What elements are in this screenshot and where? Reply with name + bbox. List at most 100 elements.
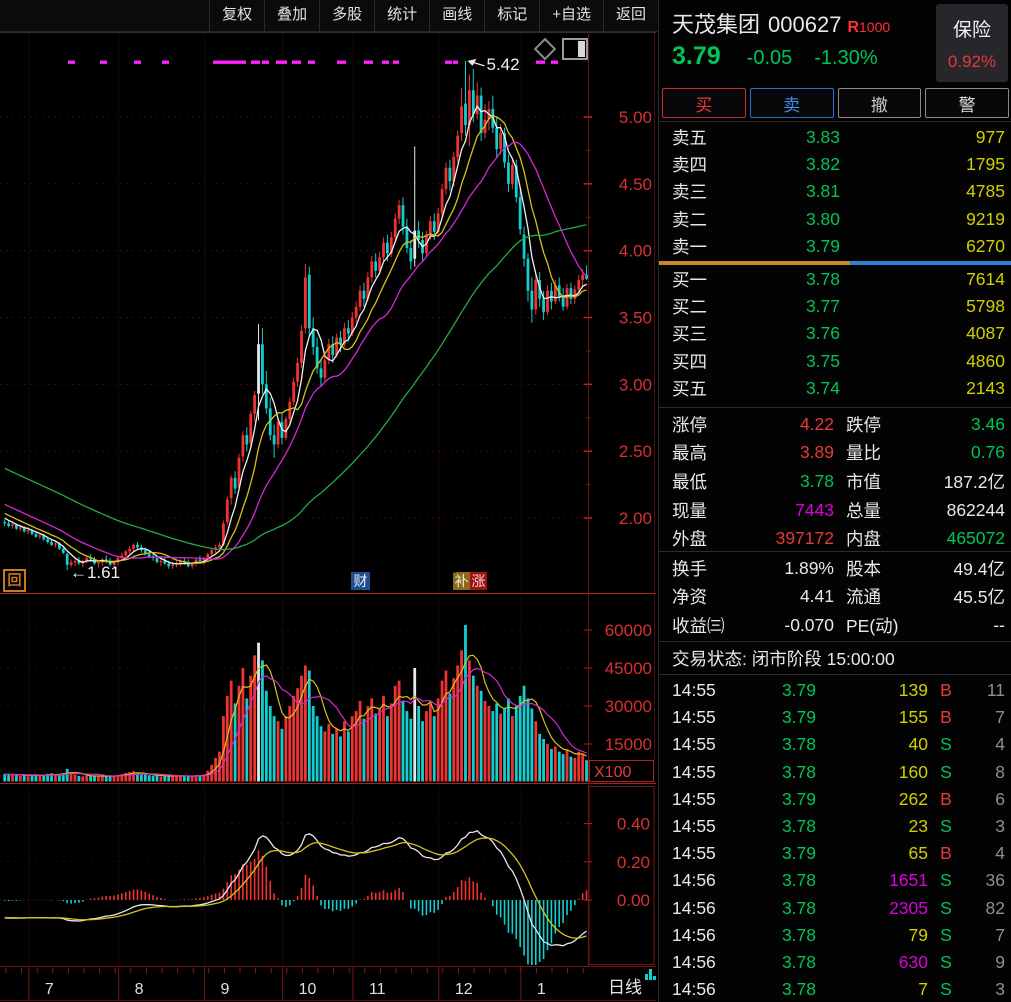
level-qty: 9219 <box>966 208 1005 229</box>
bid-row[interactable]: 买三 3.76 4087 <box>659 320 1011 347</box>
tick-count: 3 <box>995 816 1005 837</box>
level-qty: 977 <box>975 127 1005 148</box>
tick-count: 9 <box>995 951 1005 972</box>
ask-row[interactable]: 卖一 3.79 6270 <box>659 233 1011 260</box>
tick-side: S <box>940 816 952 837</box>
toolbar-button-标记[interactable]: 标记 <box>484 0 539 31</box>
tick-row: 14:55 3.78 23 S 3 <box>659 813 1011 840</box>
sector-change: 0.92% <box>947 51 997 71</box>
bid-row[interactable]: 买二 3.77 5798 <box>659 293 1011 320</box>
panel-layout-icon[interactable] <box>562 38 588 60</box>
stat-label: 总量 <box>846 500 881 521</box>
volume-tick-label: 30000 <box>605 697 652 716</box>
mini-volume-icon <box>645 974 648 980</box>
stats-grid-2: 换手 1.89% 股本 49.4亿 净资 4.41 流通 45.5亿 收益㈢ -0.070 PE(动… <box>659 554 1011 640</box>
level-price: 3.76 <box>805 323 840 344</box>
tick-price: 3.78 <box>781 897 816 918</box>
stat-value: 4.41 <box>799 586 834 607</box>
low-annotation: ←1.61 <box>70 563 120 582</box>
tick-volume: 23 <box>908 816 928 837</box>
x-axis: 7 8 9 10 11 12 1 日线 <box>5 33 656 1001</box>
tick-price: 3.78 <box>781 951 816 972</box>
level-price: 3.77 <box>805 296 840 317</box>
trade-buttons: 买卖撤警 <box>659 88 1011 118</box>
bid-row[interactable]: 买四 3.75 4860 <box>659 348 1011 375</box>
tick-side: B <box>940 843 952 864</box>
stat-row: 净资 4.41 流通 45.5亿 <box>659 583 1011 612</box>
toolbar-button-复权[interactable]: 复权 <box>209 0 264 31</box>
trade-button-卖[interactable]: 卖 <box>749 88 834 118</box>
stats-grid: 涨停 4.22 跌停 3.46 最高 3.89 量比 0.76 最低 3.78 市值 187.2亿 现量… <box>659 410 1011 553</box>
tick-volume: 630 <box>898 951 928 972</box>
toolbar-button-统计[interactable]: 统计 <box>374 0 429 31</box>
stat-value: 7443 <box>795 499 834 520</box>
level-label: 卖二 <box>672 209 707 230</box>
ask-row[interactable]: 卖二 3.80 9219 <box>659 206 1011 233</box>
trade-button-撤[interactable]: 撤 <box>837 88 922 118</box>
high-annotation: 5.42 <box>486 55 519 74</box>
tick-side: S <box>940 951 952 972</box>
ask-row[interactable]: 卖四 3.82 1795 <box>659 151 1011 178</box>
period-label[interactable]: 日线 <box>608 978 642 997</box>
tick-price: 3.79 <box>781 680 816 701</box>
panel-layout-fill <box>578 41 585 57</box>
sector-box[interactable]: 保险 0.92% <box>936 4 1008 82</box>
level-price: 3.82 <box>805 154 840 175</box>
toolbar-button-叠加[interactable]: 叠加 <box>264 0 319 31</box>
x-axis-label: 11 <box>369 981 386 998</box>
ask-row[interactable]: 卖三 3.81 4785 <box>659 178 1011 205</box>
stat-label: 量比 <box>846 443 881 464</box>
stat-value: 45.5亿 <box>953 587 1005 608</box>
bid-row[interactable]: 买五 3.74 2143 <box>659 375 1011 402</box>
stat-value: -0.070 <box>784 614 834 635</box>
tick-list: 14:55 3.79 139 B 11 14:55 3.79 155 B 7 14:55 3.78 40… <box>659 677 1011 1002</box>
trade-button-买[interactable]: 买 <box>662 88 746 118</box>
x-axis-label: 9 <box>221 981 230 998</box>
finance-badge[interactable]: 财 <box>351 572 370 590</box>
tick-row: 14:56 3.78 79 S 7 <box>659 922 1011 949</box>
toolbar-button-+自选[interactable]: +自选 <box>539 0 603 31</box>
tick-volume: 139 <box>898 680 928 701</box>
tick-row: 14:55 3.79 65 B 4 <box>659 840 1011 867</box>
volume-unit-box <box>589 760 654 782</box>
stat-label: 股本 <box>846 558 881 579</box>
tick-side: B <box>940 707 952 728</box>
tick-row: 14:55 3.78 40 S 4 <box>659 731 1011 758</box>
x-axis-label: 10 <box>299 981 317 998</box>
kline-chart[interactable]: 7 8 9 10 11 12 1 日线 5.00 4.50 4.00 3.50 3.00 2.50 2.00… <box>0 0 658 1002</box>
stat-row: 换手 1.89% 股本 49.4亿 <box>659 554 1011 583</box>
stat-row: 现量 7443 总量 862244 <box>659 496 1011 525</box>
chart-area[interactable]: 7 8 9 10 11 12 1 日线 5.00 4.50 4.00 3.50 3.00 2.50 2.00… <box>0 0 658 1002</box>
price-tick-label: 4.00 <box>619 242 652 261</box>
tick-volume: 7 <box>918 979 928 1000</box>
toolbar-button-返回[interactable]: 返回 <box>602 0 658 31</box>
ask-row[interactable]: 卖五 3.83 977 <box>659 124 1011 151</box>
stat-row: 最低 3.78 市值 187.2亿 <box>659 467 1011 496</box>
toolbar-button-多股[interactable]: 多股 <box>319 0 374 31</box>
ma-line-5 <box>4 105 587 565</box>
tick-time: 14:56 <box>672 870 716 891</box>
tick-time: 14:56 <box>672 897 716 918</box>
level-label: 卖五 <box>672 128 707 149</box>
tick-count: 6 <box>995 788 1005 809</box>
level-price: 3.83 <box>805 127 840 148</box>
corner-badge[interactable]: 回 <box>3 569 26 592</box>
catchup-rally-badge[interactable]: 补 涨 <box>453 572 487 590</box>
level-price: 3.80 <box>805 208 840 229</box>
tick-time: 14:55 <box>672 816 716 837</box>
tick-time: 14:55 <box>672 707 716 728</box>
tick-count: 82 <box>985 897 1005 918</box>
tick-side: S <box>940 870 952 891</box>
tick-row: 14:55 3.79 155 B 7 <box>659 704 1011 731</box>
tick-volume: 1651 <box>889 870 928 891</box>
tick-price: 3.78 <box>781 870 816 891</box>
volume-tick-label: 15000 <box>605 735 652 754</box>
tick-price: 3.79 <box>781 788 816 809</box>
price-tick-label: 3.00 <box>619 375 652 394</box>
level-label: 卖三 <box>672 182 707 203</box>
margin-index-tag: R1000 <box>847 19 891 36</box>
bid-row[interactable]: 买一 3.78 7614 <box>659 266 1011 293</box>
trade-button-警[interactable]: 警 <box>925 88 1009 118</box>
toolbar-button-画线[interactable]: 画线 <box>429 0 484 31</box>
price-change: -0.05 <box>746 47 793 69</box>
